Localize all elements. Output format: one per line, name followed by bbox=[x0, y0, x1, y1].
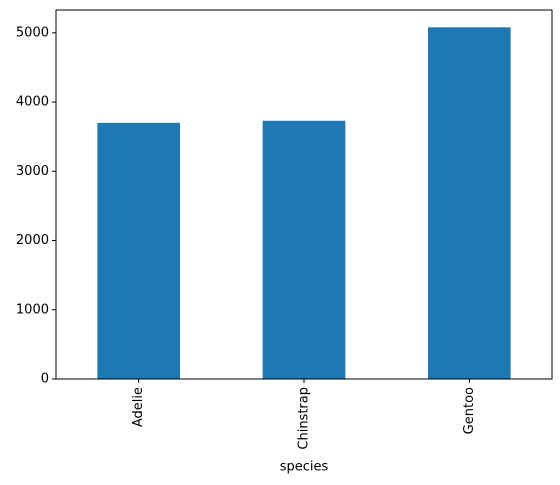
x-tick-label: Chinstrap bbox=[297, 387, 312, 450]
y-tick-label: 3000 bbox=[16, 164, 49, 179]
plot-area bbox=[97, 27, 511, 380]
y-tick-label: 4000 bbox=[16, 95, 49, 110]
x-tick-label: Gentoo bbox=[462, 387, 477, 434]
y-tick-label: 2000 bbox=[16, 233, 49, 248]
y-tick-label: 0 bbox=[41, 372, 49, 387]
bar bbox=[428, 27, 511, 380]
x-tick-label: Adelie bbox=[131, 387, 146, 427]
bar bbox=[262, 120, 346, 380]
y-tick-label: 1000 bbox=[16, 302, 49, 317]
x-axis-label: species bbox=[280, 460, 329, 475]
y-tick-label: 5000 bbox=[16, 25, 49, 40]
bar bbox=[97, 122, 180, 379]
